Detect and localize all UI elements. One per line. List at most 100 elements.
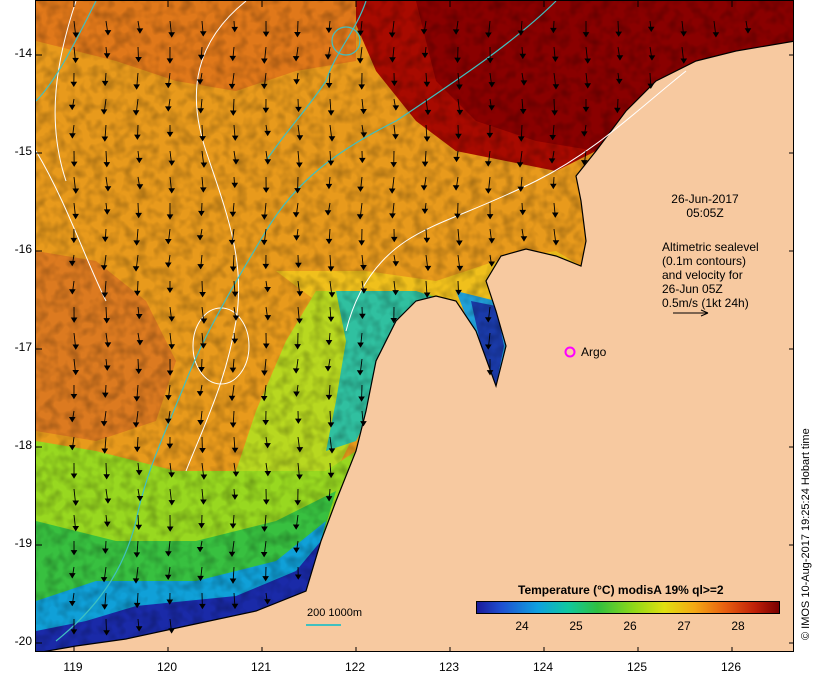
velocity-arrowhead [584, 83, 592, 89]
colorbar-tick-26: 26 [623, 619, 637, 633]
velocity-arrowhead [103, 365, 111, 371]
velocity-arrowhead [166, 443, 174, 449]
velocity-arrowhead [519, 108, 527, 115]
velocity-arrowhead [295, 106, 302, 113]
velocity-arrowhead [198, 210, 205, 217]
argo-marker [564, 346, 576, 358]
axis-ticks [36, 1, 793, 651]
velocity-arrowhead [292, 56, 300, 62]
velocity-arrowhead [101, 604, 108, 610]
sealevel-contours [36, 1, 687, 472]
velocity-arrowhead [293, 547, 300, 553]
velocity-arrowhead [549, 134, 556, 141]
velocity-arrowhead [360, 108, 367, 115]
velocity-arrowhead [196, 79, 204, 85]
lon-label-122: 122 [344, 660, 366, 674]
velocity-arrowhead [70, 161, 78, 167]
velocity-arrowhead [484, 344, 492, 350]
velocity-arrowhead [228, 395, 236, 402]
velocity-arrowhead [168, 188, 176, 194]
velocity-arrowhead [327, 110, 335, 116]
velocity-arrowhead [356, 58, 364, 64]
lat-label-18: -18 [14, 438, 32, 452]
velocity-arrowhead [389, 57, 396, 63]
velocity-arrowhead [548, 158, 556, 164]
lon-label-123: 123 [438, 660, 460, 674]
velocity-arrowhead [101, 236, 109, 243]
velocity-arrowhead [552, 240, 560, 246]
sst-map [36, 1, 793, 651]
velocity-arrowhead [103, 53, 111, 59]
velocity-arrowhead [264, 471, 272, 477]
velocity-arrowhead [325, 496, 333, 502]
velocity-arrowhead [72, 188, 80, 194]
velocity-arrowhead [328, 292, 336, 298]
velocity-arrowhead [229, 110, 237, 116]
velocity-arrowhead [228, 551, 236, 557]
velocity-arrowhead [232, 315, 240, 321]
velocity-arrowhead [164, 574, 172, 581]
velocity-arrowhead [231, 135, 239, 141]
velocity-arrowhead [360, 288, 368, 294]
velocity-arrowhead [134, 134, 141, 140]
datetime-time: 05:05Z [686, 206, 724, 220]
velocity-arrowhead [70, 81, 78, 88]
velocity-arrowhead [103, 474, 110, 480]
velocity-arrowhead [517, 136, 525, 142]
velocity-arrowhead [357, 186, 364, 192]
velocity-arrowhead [262, 31, 270, 37]
velocity-arrowhead [391, 80, 398, 87]
sea-surface [36, 1, 793, 651]
velocity-arrowhead [325, 238, 333, 245]
velocity-arrowhead [200, 162, 208, 168]
velocity-arrowhead [360, 132, 368, 138]
velocity-arrowhead [712, 32, 720, 38]
lon-label-119: 119 [63, 660, 83, 674]
colorbar-tick-27: 27 [677, 619, 691, 633]
velocity-arrowhead [166, 287, 174, 294]
velocity-arrowhead [324, 366, 332, 372]
velocity-arrowhead [294, 500, 302, 506]
velocity-arrowhead [486, 214, 494, 220]
velocity-arrowhead [648, 55, 656, 61]
velocity-arrowhead [552, 56, 559, 62]
velocity-arrowhead [294, 574, 302, 580]
velocity-arrowhead [168, 500, 176, 506]
velocity-arrowhead [164, 262, 172, 268]
velocity-arrowhead [552, 84, 560, 90]
velocity-arrowhead [582, 32, 590, 38]
velocity-arrowhead [296, 162, 303, 168]
velocity-arrowhead [136, 340, 144, 346]
velocity-arrowhead [424, 109, 432, 116]
velocity-arrowhead [420, 185, 428, 191]
velocity-arrowhead [200, 343, 207, 349]
velocity-arrowhead [262, 187, 270, 193]
velocity-arrowhead [260, 83, 268, 90]
velocity-arrowhead [356, 214, 364, 220]
legend-line-2: (0.1m contours) [662, 254, 747, 268]
velocity-arrowhead [582, 106, 590, 113]
velocity-arrowhead [324, 210, 332, 216]
velocity-arrowhead [104, 521, 111, 527]
legend-line-4: 26-Jun 05Z [662, 282, 723, 296]
velocity-arrowhead [166, 131, 174, 138]
velocity-arrowhead [423, 237, 431, 243]
velocity-arrowhead [358, 396, 365, 402]
velocity-arrowhead [101, 392, 109, 398]
velocity-arrowhead [551, 212, 559, 218]
velocity-arrowhead [294, 344, 301, 350]
velocity-arrowhead [231, 291, 239, 297]
velocity-arrowhead [197, 575, 204, 582]
velocity-arrowhead [200, 187, 207, 193]
velocity-arrowhead [70, 237, 78, 244]
velocity-arrowhead [550, 27, 557, 34]
velocity-arrowhead [519, 53, 527, 60]
velocity-arrowhead [262, 576, 269, 582]
velocity-arrowhead [520, 236, 528, 242]
coastline [43, 40, 793, 651]
velocity-arrowhead [101, 448, 109, 454]
velocity-arrowhead [199, 31, 207, 37]
colorbar-tick-28: 28 [731, 619, 745, 633]
velocity-arrowhead [580, 131, 588, 137]
map-frame [35, 0, 794, 652]
